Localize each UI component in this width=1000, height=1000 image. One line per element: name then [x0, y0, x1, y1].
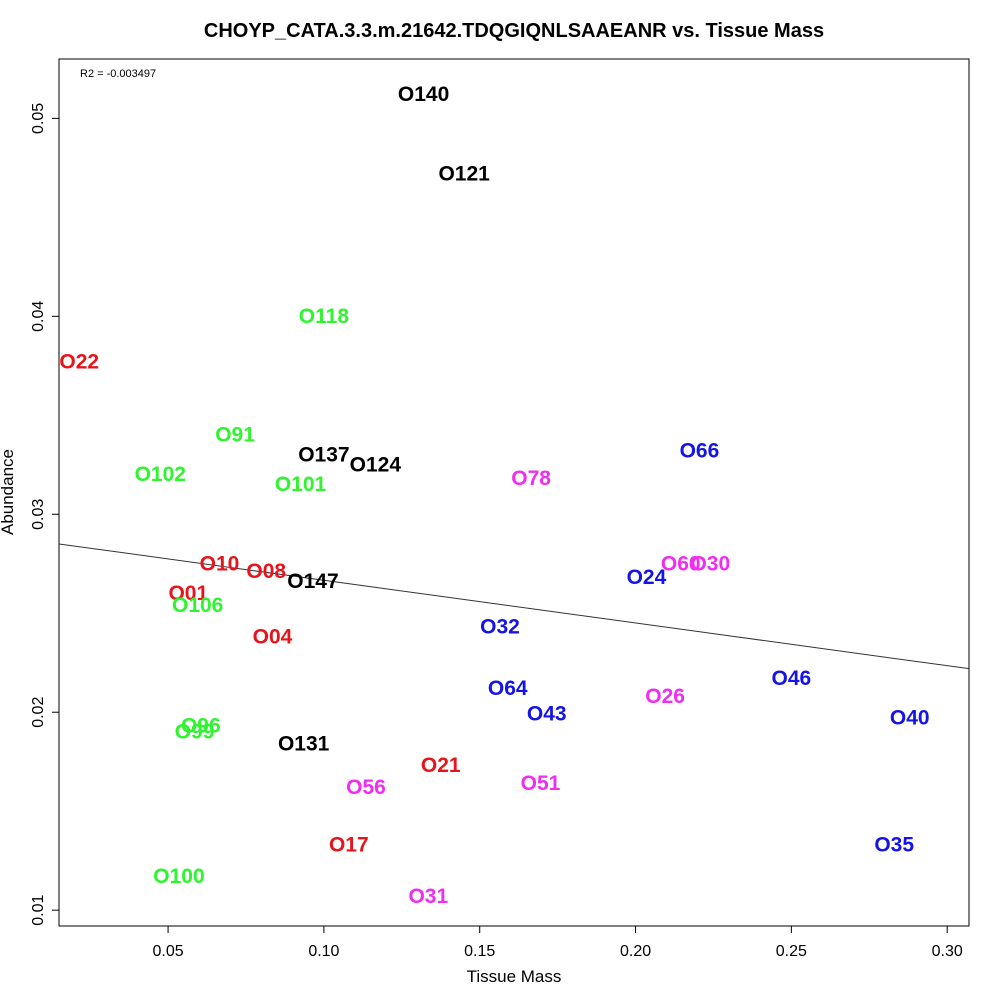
r2-annotation: R2 = -0.003497: [80, 68, 156, 80]
point-label-o100: O100: [153, 865, 204, 888]
point-label-o147: O147: [287, 570, 338, 593]
x-tick-label: 0.25: [776, 943, 807, 960]
x-tick-label: 0.10: [308, 943, 339, 960]
x-axis-label: Tissue Mass: [467, 967, 562, 986]
point-label-o124: O124: [350, 453, 402, 476]
chart-title: CHOYP_CATA.3.3.m.21642.TDQGIQNLSAAEANR v…: [204, 20, 824, 42]
y-axis: 0.01 0.02 0.03 0.04 0.05: [30, 103, 59, 926]
trendline-group: [58, 543, 970, 670]
point-label-o10: O10: [200, 552, 240, 575]
point-label-o26: O26: [645, 685, 685, 708]
point-label-o140: O140: [398, 83, 449, 106]
point-label-o102: O102: [135, 463, 186, 486]
point-label-o35: O35: [874, 833, 914, 856]
y-tick-label: 0.02: [30, 697, 47, 728]
point-label-o31: O31: [408, 885, 448, 908]
point-label-o66: O66: [680, 439, 720, 462]
data-points: O140 O121 O118 O22 O91 O137 O124 O66 O102 O101 O78…: [59, 83, 929, 908]
point-label-o121: O121: [438, 162, 490, 185]
point-label-o131: O131: [278, 732, 330, 755]
point-label-o22: O22: [59, 350, 99, 373]
point-label-o118: O118: [299, 305, 350, 328]
point-label-o51: O51: [521, 772, 561, 795]
point-label-o96: O96: [181, 715, 221, 738]
point-label-o137: O137: [298, 443, 349, 466]
point-label-o21: O21: [421, 754, 461, 777]
y-tick-label: 0.04: [30, 301, 47, 332]
point-label-o46: O46: [772, 667, 812, 690]
point-label-o101: O101: [275, 473, 327, 496]
y-tick-label: 0.05: [30, 103, 47, 134]
trendline: [58, 543, 970, 670]
point-label-o91: O91: [215, 424, 255, 447]
y-tick-label: 0.03: [30, 499, 47, 530]
plot-frame: [58, 58, 970, 927]
y-axis-label: Abundance: [0, 449, 17, 535]
point-label-o60: O60: [661, 552, 701, 575]
point-label-o30: O30: [690, 552, 730, 575]
x-axis: 0.05 0.10 0.15 0.20 0.25 0.30: [153, 926, 963, 960]
point-label-o43: O43: [527, 703, 567, 726]
point-label-o99: O99: [175, 721, 215, 744]
x-tick-label: 0.15: [464, 943, 495, 960]
point-label-o32: O32: [480, 616, 520, 639]
point-label-o24: O24: [627, 566, 667, 589]
y-tick-label: 0.01: [30, 894, 47, 925]
point-label-o08: O08: [246, 560, 286, 583]
point-label-o40: O40: [890, 707, 930, 730]
point-label-o78: O78: [511, 467, 551, 490]
x-tick-label: 0.30: [932, 943, 963, 960]
point-label-o01: O01: [168, 582, 208, 605]
point-label-o106: O106: [172, 594, 223, 617]
point-label-o17: O17: [329, 833, 369, 856]
point-label-o56: O56: [346, 776, 386, 799]
point-label-o04: O04: [253, 626, 293, 649]
x-tick-label: 0.20: [620, 943, 651, 960]
point-label-o64: O64: [488, 677, 528, 700]
x-tick-label: 0.05: [153, 943, 184, 960]
